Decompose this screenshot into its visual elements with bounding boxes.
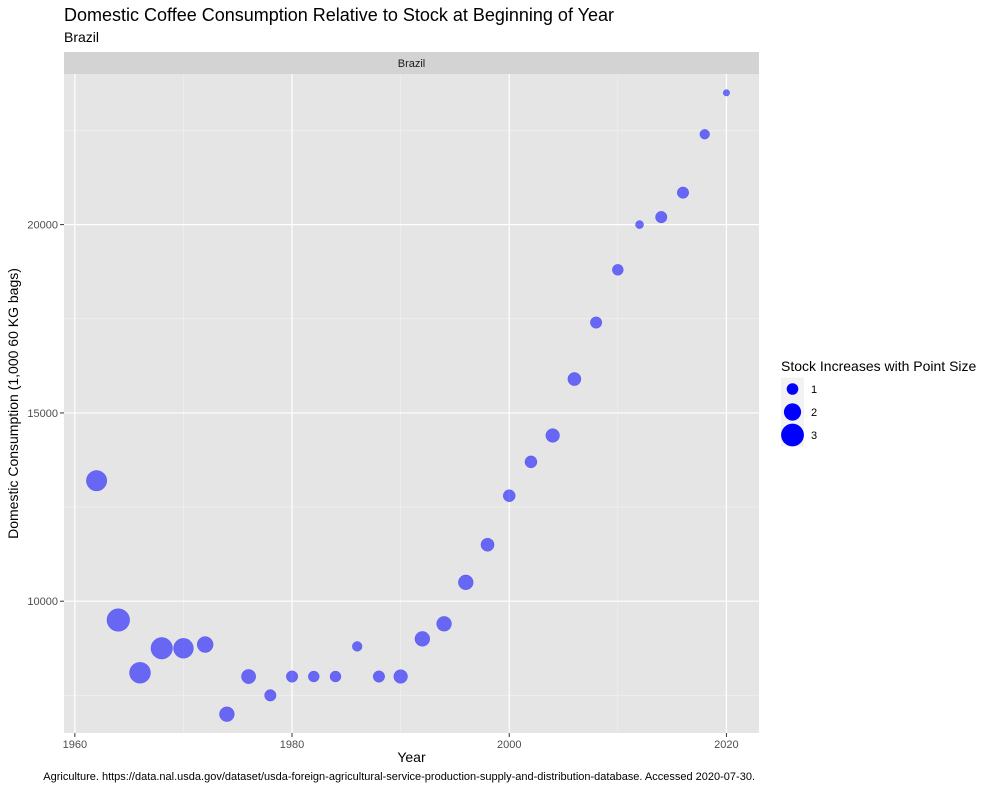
data-point: [264, 689, 277, 702]
plot-panel: [64, 74, 759, 733]
data-point: [722, 89, 730, 97]
x-tick-label: 1980: [280, 739, 304, 751]
legend-key-point: [786, 383, 799, 395]
data-point: [545, 428, 560, 443]
gridlines: [64, 74, 759, 733]
x-axis-title: Year: [397, 749, 426, 765]
data-point: [150, 637, 173, 660]
data-point: [436, 616, 452, 632]
y-tick-label: 15000: [27, 408, 58, 420]
data-point: [567, 372, 582, 386]
y-tick-label: 10000: [27, 596, 58, 608]
y-axis-title: Domestic Consumption (1,000 60 KG bags): [5, 268, 21, 539]
data-point: [635, 220, 644, 229]
data-point: [502, 489, 516, 503]
data-point: [372, 670, 385, 683]
facet-strip: [64, 52, 759, 74]
data-point: [458, 574, 474, 591]
chart-subtitle: Brazil: [64, 29, 99, 45]
data-point: [307, 670, 320, 683]
data-point: [655, 211, 668, 224]
legend-key-point: [783, 403, 802, 421]
data-point: [196, 636, 214, 653]
data-point: [241, 669, 257, 684]
legend-key-point: [781, 423, 804, 447]
y-tick-label: 20000: [27, 220, 58, 232]
axis-ticks: 1960 1980 2000 2020 10000 15000 20000: [27, 220, 738, 751]
legend-label: 1: [811, 384, 817, 396]
chart-caption: Agriculture. https://data.nal.usda.gov/d…: [43, 771, 755, 783]
x-tick-label: 2000: [497, 739, 521, 751]
facet-strip-label: Brazil: [398, 58, 426, 70]
x-tick-label: 2020: [714, 739, 738, 751]
data-points: [86, 89, 730, 722]
legend-label: 3: [811, 430, 817, 442]
chart-title: Domestic Coffee Consumption Relative to …: [64, 5, 614, 25]
data-point: [106, 608, 130, 632]
data-point: [414, 631, 431, 647]
data-point: [86, 470, 108, 492]
data-point: [590, 316, 603, 329]
data-point: [393, 669, 408, 684]
data-point: [219, 706, 235, 722]
data-point: [351, 641, 363, 652]
legend-label: 2: [811, 407, 817, 419]
data-point: [329, 670, 342, 683]
data-point: [173, 638, 194, 659]
data-point: [612, 264, 624, 276]
data-point: [524, 455, 538, 469]
data-point: [129, 661, 151, 684]
data-point: [699, 129, 710, 140]
data-point: [285, 670, 299, 683]
data-point: [676, 186, 690, 199]
data-point: [480, 537, 495, 552]
legend: Stock Increases with Point Size 1 2 3: [781, 358, 977, 447]
x-tick-label: 1960: [63, 739, 87, 751]
legend-title: Stock Increases with Point Size: [781, 358, 977, 374]
